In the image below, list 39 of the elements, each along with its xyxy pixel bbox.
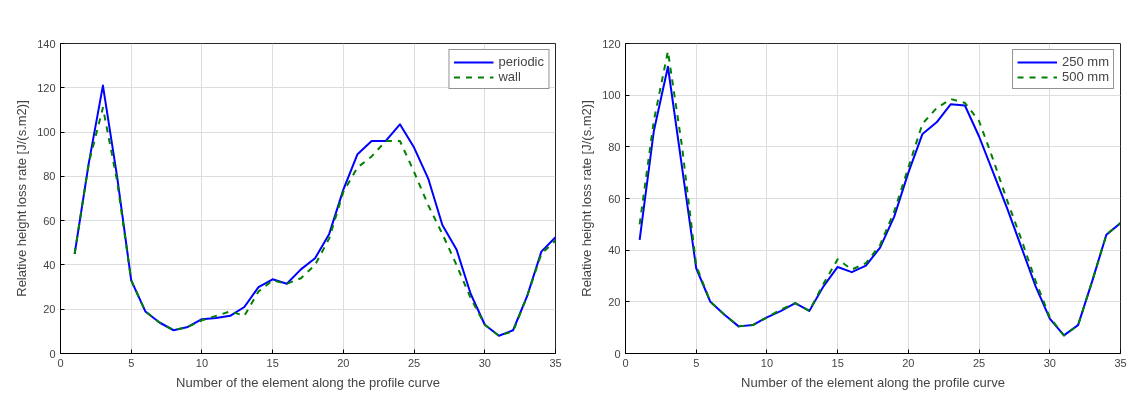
x-tick-label: 15: [266, 356, 279, 369]
legend-label: periodic: [498, 54, 544, 69]
x-tick-label: 25: [972, 356, 986, 369]
x-tick-label: 30: [478, 356, 491, 369]
y-tick-label: 0: [614, 347, 621, 360]
y-axis-title: Relative height loss rate [J/(s.m2)]: [14, 100, 30, 297]
x-tick-label: 10: [760, 356, 774, 369]
y-tick-label: 120: [602, 37, 621, 50]
legend-label: wall: [498, 69, 521, 84]
y-tick-label: 20: [608, 295, 621, 308]
x-tick-label: 0: [622, 356, 629, 369]
y-tick-label: 20: [43, 303, 56, 316]
y-tick-label: 0: [49, 347, 56, 360]
legend-label: 500 mm: [1062, 69, 1109, 84]
y-tick-label: 140: [37, 37, 56, 50]
x-tick-label: 10: [195, 356, 209, 369]
legend-label: 250 mm: [1062, 54, 1109, 69]
y-tick-label: 60: [608, 192, 621, 205]
x-tick-label: 15: [831, 356, 844, 369]
y-axis-title: Relative height loss rate [J/(s.m2)]: [579, 100, 595, 297]
x-axis-title: Number of the element along the profile curve: [176, 374, 440, 390]
x-tick-label: 0: [57, 356, 64, 369]
y-tick-label: 100: [37, 126, 56, 139]
x-tick-label: 20: [902, 356, 915, 369]
x-tick-label: 5: [128, 356, 135, 369]
y-tick-label: 100: [602, 89, 621, 102]
y-tick-label: 80: [608, 140, 621, 153]
x-axis-title: Number of the element along the profile curve: [741, 374, 1005, 390]
x-tick-label: 25: [407, 356, 421, 369]
y-tick-label: 120: [37, 81, 56, 94]
y-tick-label: 60: [43, 214, 56, 227]
y-tick-label: 80: [43, 170, 56, 183]
x-tick-label: 35: [1114, 356, 1127, 369]
x-tick-label: 35: [549, 356, 562, 369]
x-tick-label: 30: [1043, 356, 1056, 369]
x-tick-label: 20: [337, 356, 350, 369]
y-tick-label: 40: [43, 258, 56, 271]
x-tick-label: 5: [693, 356, 700, 369]
y-tick-label: 40: [608, 244, 621, 257]
